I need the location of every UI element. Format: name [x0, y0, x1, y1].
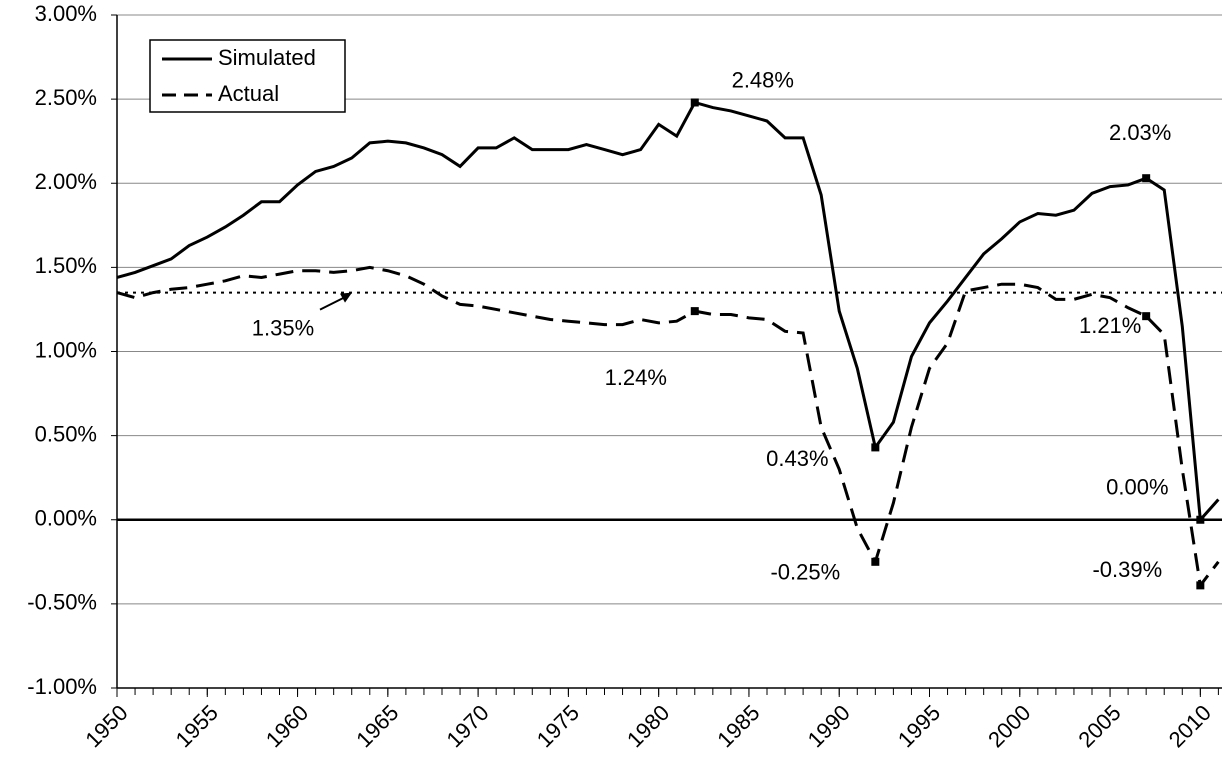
annotation-label: 0.43% [766, 446, 828, 471]
y-tick-label: 3.00% [35, 1, 97, 26]
annotation-marker [690, 307, 699, 316]
y-tick-label: -0.50% [27, 590, 97, 615]
y-tick-label: 2.00% [35, 169, 97, 194]
x-tick-label: 1985 [712, 700, 764, 752]
annotation-label: 1.24% [605, 365, 667, 390]
legend-label: Actual [218, 81, 279, 106]
annotation-label: -0.39% [1092, 557, 1162, 582]
x-tick-label: 1975 [532, 700, 584, 752]
annotation-marker [1196, 581, 1205, 590]
legend-label: Simulated [218, 45, 316, 70]
x-tick-label: 1995 [893, 700, 945, 752]
x-tick-label: 1990 [803, 700, 855, 752]
y-tick-label: 0.00% [35, 506, 97, 531]
series-line [116, 265, 1220, 590]
annotation-marker [1142, 174, 1151, 183]
reference-label: 1.35% [252, 315, 314, 340]
annotation-marker [871, 557, 880, 566]
reference-arrowhead [340, 292, 352, 303]
annotation-marker [1196, 515, 1205, 524]
y-tick-label: 1.00% [35, 337, 97, 362]
y-tick-label: 2.50% [35, 85, 97, 110]
legend-box [149, 39, 346, 113]
y-tick-label: -1.00% [27, 674, 97, 699]
annotation-marker [871, 443, 880, 452]
y-tick-label: 0.50% [35, 421, 97, 446]
series-line [116, 100, 1220, 524]
x-tick-label: 1950 [80, 700, 132, 752]
annotation-label: 0.00% [1106, 475, 1168, 500]
x-tick-label: 2010 [1164, 700, 1216, 752]
annotation-label: -0.25% [770, 560, 840, 585]
reference-arrow [319, 295, 347, 311]
x-tick-label: 1970 [441, 700, 493, 752]
annotation-label: 2.03% [1109, 120, 1171, 145]
x-tick-label: 1965 [351, 700, 403, 752]
x-tick-label: 2000 [983, 700, 1035, 752]
y-tick-label: 1.50% [35, 253, 97, 278]
x-tick-label: 1955 [171, 700, 223, 752]
annotation-marker [1142, 312, 1151, 321]
annotation-label: 2.48% [732, 67, 794, 92]
annotation-label: 1.21% [1079, 313, 1141, 338]
x-tick-label: 1960 [261, 700, 313, 752]
x-tick-label: 1980 [622, 700, 674, 752]
x-tick-label: 2005 [1073, 700, 1125, 752]
annotation-marker [690, 98, 699, 107]
